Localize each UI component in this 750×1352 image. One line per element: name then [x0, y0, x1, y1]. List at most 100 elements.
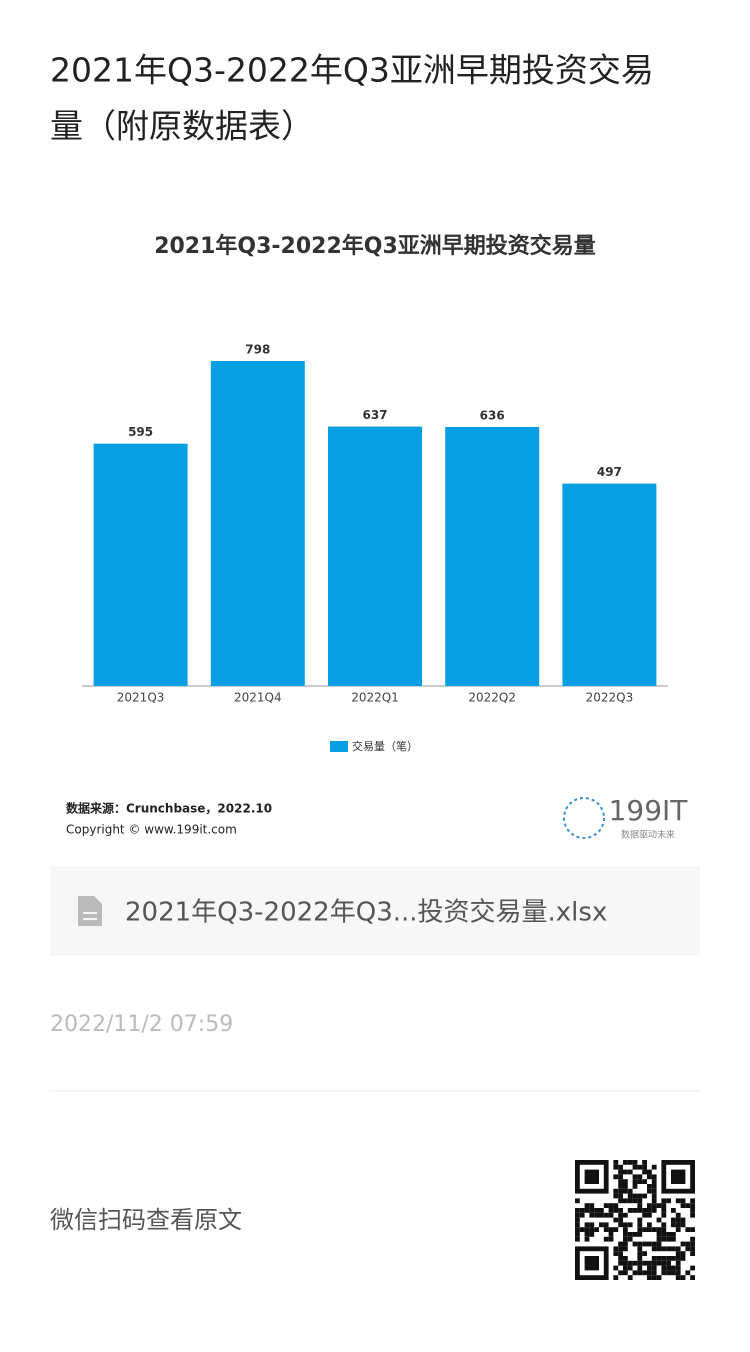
qr-module: [651, 1193, 657, 1199]
qr-module: [651, 1188, 657, 1194]
qr-module: [632, 1270, 638, 1276]
qr-module: [651, 1198, 657, 1204]
qr-module: [603, 1222, 609, 1228]
qr-module: [671, 1232, 676, 1237]
qr-module: [647, 1222, 652, 1228]
data-label: 595: [128, 425, 153, 439]
qr-module: [627, 1208, 633, 1213]
qr-module: [613, 1193, 619, 1199]
copyright: Copyright © www.199it.com: [66, 823, 237, 837]
qr-module: [608, 1232, 614, 1237]
qr-module: [656, 1203, 662, 1208]
qr-module: [594, 1212, 599, 1218]
qr-module: [627, 1260, 633, 1266]
qr-module: [632, 1174, 638, 1180]
qr-module: [623, 1227, 628, 1232]
attachment-box[interactable]: [50, 866, 700, 956]
qr-module: [603, 1227, 609, 1232]
qr-module: [637, 1198, 643, 1204]
qr-module: [661, 1212, 667, 1218]
logo-sub: 数据驱动未来: [621, 829, 675, 841]
qr-module: [618, 1198, 623, 1204]
qr-module: [647, 1188, 652, 1194]
qr-module: [666, 1246, 671, 1252]
qr-module: [623, 1198, 628, 1204]
qr-module: [599, 1212, 604, 1218]
qr-module: [623, 1256, 628, 1261]
qr-module: [680, 1256, 686, 1261]
qr-module: [675, 1270, 681, 1276]
qr-module: [632, 1260, 638, 1266]
qr-module: [642, 1227, 647, 1232]
qr-module: [623, 1179, 628, 1184]
qr-module: [632, 1160, 638, 1165]
qr-module: [651, 1270, 657, 1276]
qr-module: [608, 1212, 614, 1218]
qr-module: [690, 1246, 695, 1252]
qr-module: [642, 1241, 647, 1247]
qr-module: [613, 1160, 619, 1165]
qr-module: [656, 1246, 662, 1252]
qr-finder: [584, 1169, 599, 1184]
qr-module: [671, 1217, 676, 1223]
qr-module: [627, 1236, 633, 1242]
qr-module: [690, 1251, 695, 1256]
qr-module: [690, 1265, 695, 1271]
qr-module: [642, 1193, 647, 1199]
qr-module: [608, 1203, 614, 1208]
qr-module: [675, 1212, 681, 1218]
qr-module: [623, 1241, 628, 1247]
qr-module: [637, 1241, 643, 1247]
qr-module: [642, 1160, 647, 1165]
qr-module: [671, 1270, 676, 1276]
qr-module: [584, 1232, 590, 1237]
qr-module: [623, 1184, 628, 1189]
qr-module: [575, 1236, 580, 1242]
qr-module: [632, 1184, 638, 1189]
qr-module: [637, 1164, 643, 1170]
legend-label: 交易量（笔）: [352, 739, 418, 753]
qr-module: [656, 1241, 662, 1247]
qr-module: [671, 1208, 676, 1213]
qr-module: [603, 1203, 609, 1208]
qr-module: [651, 1164, 657, 1170]
qr-module: [647, 1203, 652, 1208]
qr-module: [647, 1169, 652, 1175]
qr-module: [608, 1236, 614, 1242]
qr-module: [589, 1208, 595, 1213]
qr-module: [637, 1260, 643, 1266]
bar: [210, 361, 305, 686]
qr-module: [680, 1217, 686, 1223]
qr-module: [575, 1208, 580, 1213]
qr-module: [589, 1212, 595, 1218]
qr-module: [575, 1222, 580, 1228]
qr-module: [627, 1160, 633, 1165]
qr-module: [685, 1227, 691, 1232]
qr-module: [671, 1222, 676, 1228]
qr-module: [661, 1270, 667, 1276]
qr-module: [661, 1227, 667, 1232]
qr-module: [647, 1174, 652, 1180]
qr-module: [637, 1232, 643, 1237]
qr-module: [651, 1208, 657, 1213]
qr-module: [618, 1164, 623, 1170]
qr-module: [656, 1256, 662, 1261]
qr-module: [632, 1208, 638, 1213]
qr-module: [651, 1179, 657, 1184]
qr-module: [666, 1198, 671, 1204]
bar: [445, 426, 540, 686]
qr-module: [575, 1212, 580, 1218]
qr-module: [680, 1222, 686, 1228]
qr-module: [675, 1246, 681, 1252]
qr-module: [671, 1246, 676, 1252]
qr-module: [651, 1246, 657, 1252]
qr-module: [608, 1208, 614, 1213]
attachment-name[interactable]: 2021年Q3-2022年Q3...投资交易量.xlsx: [125, 898, 607, 928]
qr-module: [647, 1212, 652, 1218]
qr-module: [647, 1184, 652, 1189]
qr-module: [623, 1212, 628, 1218]
qr-module: [618, 1193, 623, 1199]
plot: 595 2021Q3 798 2021Q4 637 2022Q1 636 2022Q2 497 2…: [93, 343, 657, 753]
qr-module: [680, 1198, 686, 1204]
chart-title: 2021年Q3-2022年Q3亚洲早期投资交易量: [154, 233, 596, 259]
